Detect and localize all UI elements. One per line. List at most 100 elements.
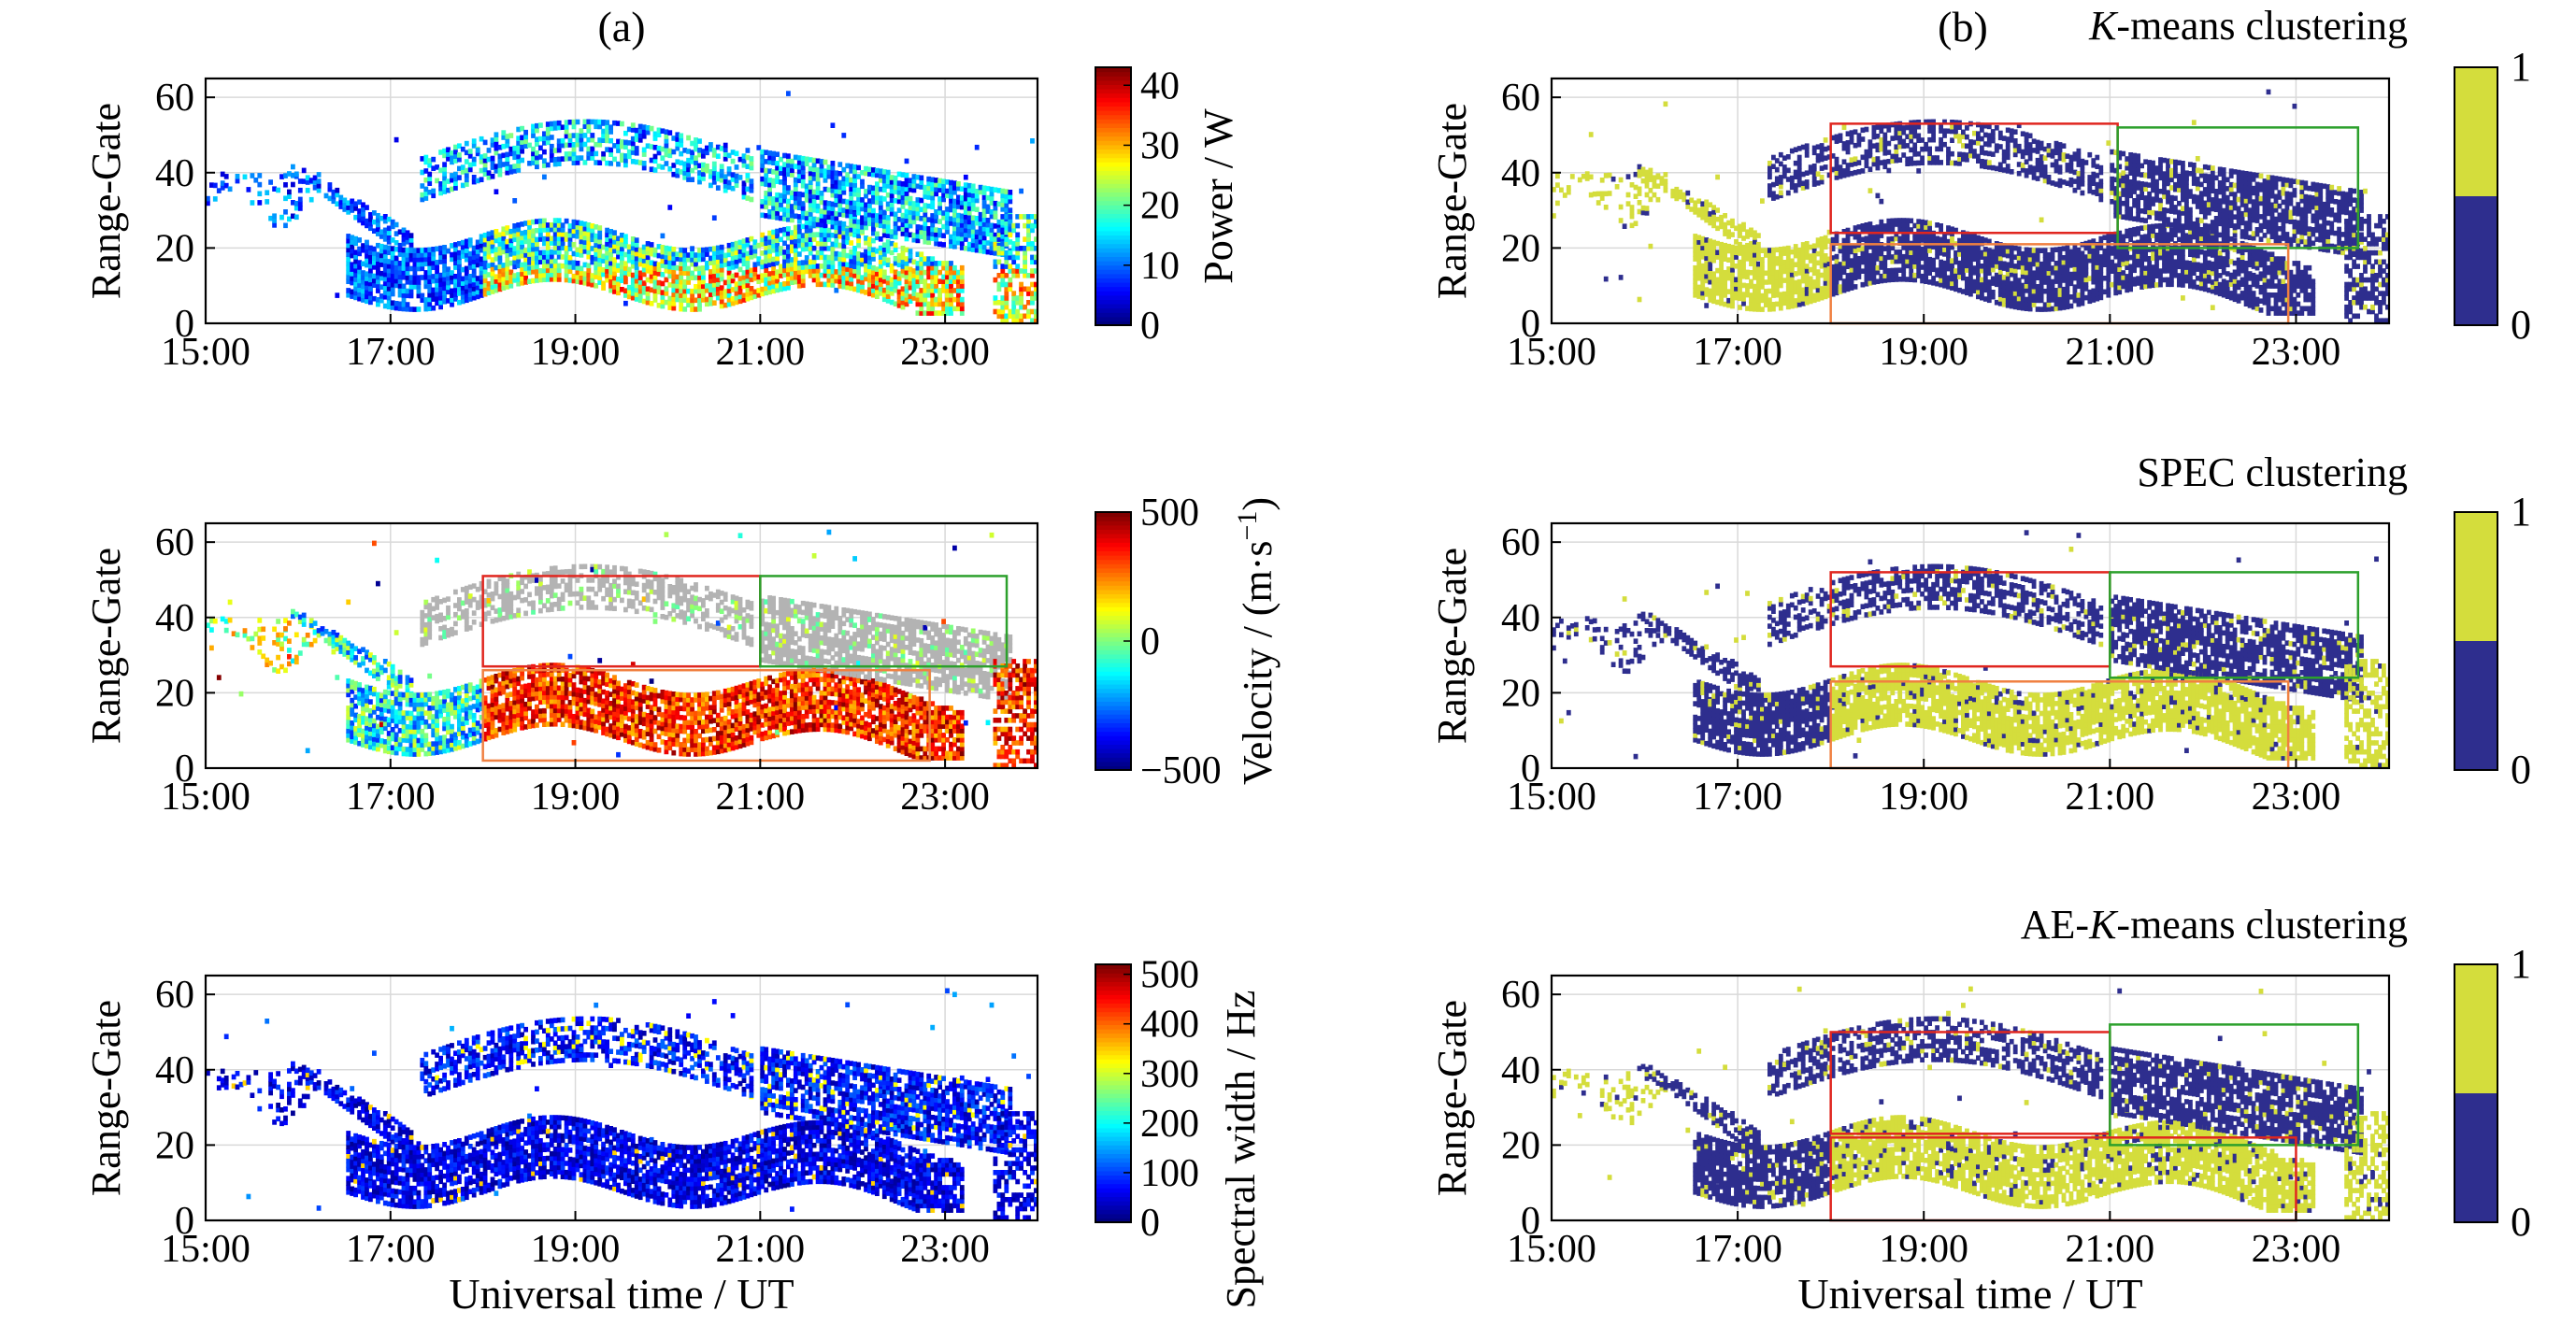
data-cell bbox=[760, 241, 766, 247]
data-cell bbox=[531, 246, 536, 252]
data-cell bbox=[682, 292, 688, 299]
data-cell bbox=[804, 223, 809, 229]
data-cell bbox=[523, 275, 528, 280]
data-cell bbox=[889, 291, 894, 296]
data-cell bbox=[626, 284, 632, 291]
data-cell bbox=[911, 277, 917, 283]
data-cell bbox=[567, 691, 573, 696]
outlier-cell bbox=[830, 122, 836, 128]
data-cell bbox=[350, 207, 355, 213]
data-cell bbox=[904, 200, 909, 206]
data-cell bbox=[467, 695, 473, 702]
data-cell bbox=[860, 279, 865, 285]
data-cell bbox=[497, 254, 503, 261]
data-cell bbox=[834, 202, 839, 207]
data-cell bbox=[970, 224, 976, 230]
data-cell bbox=[464, 710, 469, 717]
data-cell bbox=[308, 618, 314, 623]
data-cell bbox=[523, 583, 528, 590]
data-cell bbox=[350, 203, 355, 208]
data-cell bbox=[464, 626, 469, 632]
data-cell bbox=[435, 691, 439, 697]
data-cell bbox=[686, 157, 691, 164]
data-cell bbox=[283, 635, 288, 642]
data-cell bbox=[667, 300, 673, 306]
outlier-cell bbox=[1030, 138, 1035, 144]
data-cell bbox=[427, 247, 433, 253]
data-cell bbox=[771, 234, 776, 240]
axes-frame bbox=[204, 77, 1039, 325]
data-cell bbox=[885, 228, 891, 235]
data-cell bbox=[594, 605, 599, 610]
data-cell bbox=[597, 248, 603, 253]
data-cell bbox=[1026, 308, 1031, 315]
data-cell bbox=[446, 266, 451, 272]
data-cell bbox=[523, 270, 528, 276]
data-cell bbox=[645, 259, 651, 264]
data-cell bbox=[416, 265, 422, 272]
data-cell bbox=[756, 292, 762, 298]
colorbar-step bbox=[1095, 286, 1131, 292]
data-cell bbox=[508, 260, 514, 266]
data-cell bbox=[782, 211, 787, 218]
data-cell bbox=[875, 279, 880, 286]
data-cell bbox=[431, 165, 436, 171]
data-cell bbox=[467, 260, 473, 266]
data-cell bbox=[405, 302, 410, 307]
data-cell bbox=[764, 191, 769, 196]
data-cell bbox=[450, 742, 454, 748]
data-cell bbox=[871, 207, 876, 214]
data-cell bbox=[775, 169, 780, 176]
data-cell bbox=[423, 733, 429, 738]
data-cell bbox=[505, 675, 510, 680]
data-cell bbox=[919, 197, 924, 204]
data-cell bbox=[382, 214, 388, 220]
data-cell bbox=[279, 632, 284, 638]
data-cell bbox=[486, 712, 492, 718]
data-cell bbox=[416, 697, 422, 703]
data-cell bbox=[560, 245, 565, 251]
data-cell bbox=[823, 281, 828, 288]
data-cell bbox=[664, 161, 669, 166]
data-cell bbox=[464, 279, 469, 285]
data-cell bbox=[556, 272, 562, 278]
data-cell bbox=[734, 263, 739, 269]
data-cell bbox=[279, 646, 284, 651]
data-cell bbox=[382, 689, 388, 695]
data-cell bbox=[494, 581, 499, 587]
data-cell bbox=[490, 724, 495, 731]
data-cell bbox=[597, 683, 603, 690]
data-cell bbox=[350, 648, 355, 653]
data-cell bbox=[645, 241, 651, 247]
data-cell bbox=[970, 228, 976, 235]
data-cell bbox=[1034, 214, 1038, 220]
data-cell bbox=[571, 591, 577, 597]
data-cell bbox=[594, 260, 599, 266]
data-cell bbox=[786, 285, 791, 291]
data-cell bbox=[775, 174, 780, 180]
data-cell bbox=[823, 268, 828, 274]
data-cell bbox=[612, 697, 617, 704]
data-cell bbox=[442, 272, 447, 278]
data-cell bbox=[571, 155, 577, 162]
data-cell bbox=[431, 188, 436, 194]
data-cell bbox=[594, 283, 599, 289]
data-cell bbox=[993, 236, 998, 242]
data-cell bbox=[479, 256, 484, 263]
data-cell bbox=[608, 229, 613, 235]
data-cell bbox=[479, 288, 484, 293]
data-cell bbox=[482, 705, 488, 710]
data-cell bbox=[350, 720, 355, 726]
data-cell bbox=[523, 683, 528, 690]
data-cell bbox=[560, 721, 565, 727]
data-cell bbox=[937, 182, 942, 189]
data-cell bbox=[771, 160, 776, 165]
data-cell bbox=[475, 257, 480, 264]
data-cell bbox=[479, 238, 484, 244]
data-cell bbox=[542, 135, 547, 141]
data-cell bbox=[782, 175, 787, 181]
data-cell bbox=[637, 137, 643, 143]
data-cell bbox=[889, 210, 894, 217]
data-cell bbox=[579, 674, 584, 680]
data-cell bbox=[552, 121, 558, 126]
